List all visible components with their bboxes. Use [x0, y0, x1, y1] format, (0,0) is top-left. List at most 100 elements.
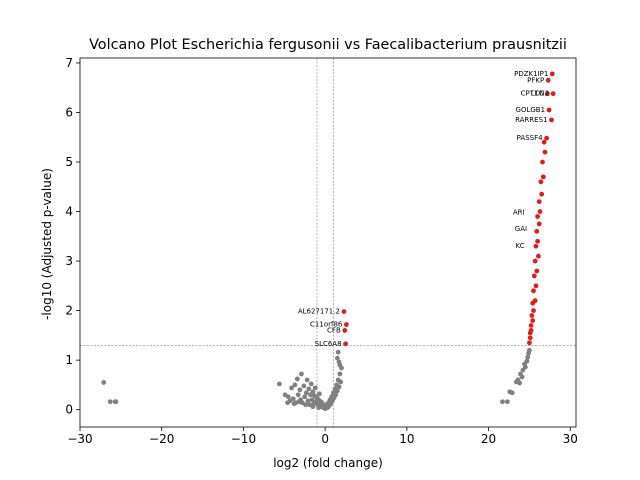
data-point-s0-73: [316, 405, 322, 411]
data-point-s0-1: [107, 399, 113, 405]
y-tick-label-7: 7: [65, 56, 73, 70]
data-point-s0-86: [524, 358, 530, 364]
data-point-s0-68: [335, 349, 341, 355]
data-point-s1-8: [540, 174, 546, 180]
data-point-s0-20: [302, 394, 308, 400]
y-tick-label-2: 2: [65, 304, 73, 318]
data-point-s1-13: [536, 253, 541, 259]
data-point-s1-29: [532, 258, 538, 264]
data-point-s0-11: [292, 382, 298, 388]
data-point-s0-82: [519, 374, 525, 380]
data-point-s1-39: [343, 341, 348, 347]
data-point-s0-87: [525, 354, 531, 360]
data-point-s0-15: [297, 387, 303, 393]
data-point-s0-72: [310, 404, 316, 410]
data-point-s0-4: [276, 381, 282, 387]
x-tick-label-4: 10: [399, 432, 414, 446]
data-point-s1-17: [531, 308, 536, 314]
data-point-s1-20: [527, 335, 533, 341]
y-tick-label-6: 6: [65, 105, 73, 119]
data-point-s0-22: [304, 377, 310, 383]
data-point-s0-66: [336, 359, 342, 365]
point-label-4: GOLGB1: [516, 106, 546, 114]
data-point-s0-14: [295, 392, 301, 398]
data-point-s0-77: [509, 390, 515, 396]
point-label-1: PFKP: [527, 76, 544, 84]
data-point-s1-34: [528, 323, 534, 328]
data-point-s1-6: [544, 135, 549, 141]
data-point-s1-28: [533, 243, 539, 249]
data-point-s1-0: [549, 71, 555, 77]
data-point-s1-27: [534, 228, 540, 234]
data-point-s1-2: [550, 91, 556, 97]
data-point-s1-18: [530, 318, 536, 323]
data-point-s0-69: [291, 401, 297, 407]
point-label-0: PDZK1IP1: [514, 70, 548, 78]
data-point-s1-30: [531, 273, 537, 279]
x-axis-ticks: −30 −20 −10 0 10 20 30: [67, 427, 578, 446]
data-point-s0-3: [113, 399, 119, 405]
data-point-s0-9: [289, 385, 295, 391]
x-tick-label-1: −20: [149, 432, 174, 446]
data-point-s0-13: [294, 376, 300, 382]
data-point-s0-67: [334, 355, 340, 361]
data-point-s0-32: [312, 385, 318, 391]
x-tick-label-6: 30: [563, 432, 578, 446]
x-axis-label: log2 (fold change): [273, 456, 383, 470]
data-point-s0-63: [338, 379, 344, 385]
point-label-5: RARRES1: [515, 116, 547, 124]
data-point-s1-11: [536, 221, 542, 227]
data-point-s1-21: [527, 340, 532, 346]
data-point-s1-3: [545, 91, 550, 97]
data-point-s1-26: [535, 214, 540, 219]
data-point-s0-28: [309, 397, 315, 403]
data-point-s0-37: [317, 391, 322, 397]
data-point-s1-7: [542, 149, 548, 155]
data-point-s1-35: [527, 330, 533, 336]
y-tick-label-4: 4: [65, 205, 73, 219]
y-tick-label-1: 1: [65, 353, 73, 367]
point-label-12: CFB: [327, 326, 341, 334]
chart-title: Volcano Plot Escherichia fergusonii vs F…: [89, 37, 567, 53]
data-point-s1-15: [533, 283, 539, 289]
data-point-s0-74: [500, 399, 505, 405]
y-axis-ticks: 0 1 2 3 4 5 6 7: [65, 56, 80, 417]
data-point-s0-57: [333, 392, 339, 398]
data-point-s1-1: [545, 77, 551, 83]
data-point-s1-4: [546, 107, 552, 113]
data-point-s1-23: [540, 159, 545, 165]
data-point-s0-10: [290, 396, 296, 402]
data-point-s0-29: [310, 389, 316, 395]
data-point-s0-62: [337, 371, 343, 377]
data-point-s1-9: [539, 191, 545, 197]
data-point-s0-70: [296, 399, 302, 405]
data-point-s1-38: [342, 328, 348, 333]
point-label-2: CPT1C: [521, 90, 544, 98]
axes-frame: [79, 57, 577, 428]
data-point-s1-36: [341, 309, 347, 314]
data-point-s1-24: [538, 179, 544, 185]
data-point-s0-23: [305, 398, 311, 404]
data-point-s1-33: [529, 313, 535, 318]
data-point-s1-12: [535, 238, 540, 244]
data-point-s0-21: [303, 390, 309, 396]
data-point-s1-5: [549, 117, 554, 123]
data-point-s1-31: [531, 288, 536, 294]
point-label-6: PASSF4: [517, 134, 543, 142]
data-point-s0-7: [285, 394, 291, 400]
data-point-s0-85: [522, 364, 528, 370]
point-label-11: C11orf86: [310, 320, 343, 328]
point-label-9: KC: [515, 242, 524, 250]
point-label-10: AL627171.2: [298, 308, 340, 316]
data-point-s1-32: [530, 300, 536, 306]
data-point-s1-10: [537, 209, 543, 214]
point-label-7: GAI: [515, 225, 527, 233]
y-tick-label-0: 0: [65, 403, 73, 417]
data-point-s0-27: [308, 381, 314, 387]
x-tick-label-0: −30: [67, 432, 92, 446]
data-point-s0-59: [334, 388, 340, 394]
x-tick-label-5: 20: [481, 432, 496, 446]
y-tick-label-5: 5: [65, 155, 73, 169]
